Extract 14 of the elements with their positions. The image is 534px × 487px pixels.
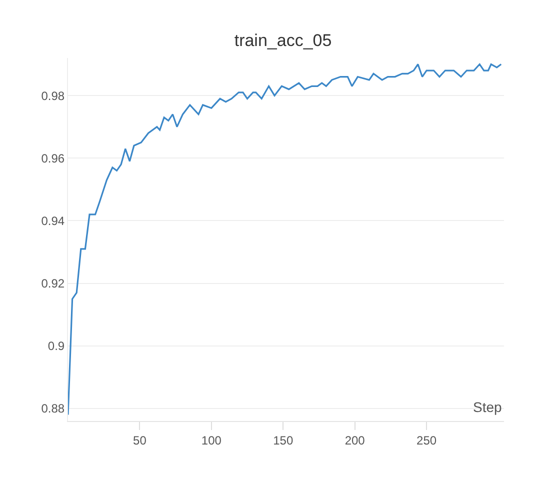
y-tick-label: 0.94 [41, 214, 65, 228]
x-tick-label: 100 [201, 433, 222, 448]
y-tick-label: 0.96 [41, 151, 65, 166]
x-axis-title: Step [473, 399, 502, 415]
x-tick-label: 50 [133, 433, 147, 448]
y-tick-label: 0.98 [41, 88, 65, 103]
y-tick-label: 0.88 [41, 402, 65, 416]
y-tick-label: 0.92 [41, 276, 65, 291]
x-tick-label: 150 [273, 433, 294, 448]
y-tick-label: 0.9 [48, 339, 65, 354]
chart-title: train_acc_05 [234, 30, 332, 50]
line-series [68, 63, 502, 416]
x-tick-label: 200 [344, 433, 366, 448]
x-tick-label: 250 [416, 433, 437, 448]
